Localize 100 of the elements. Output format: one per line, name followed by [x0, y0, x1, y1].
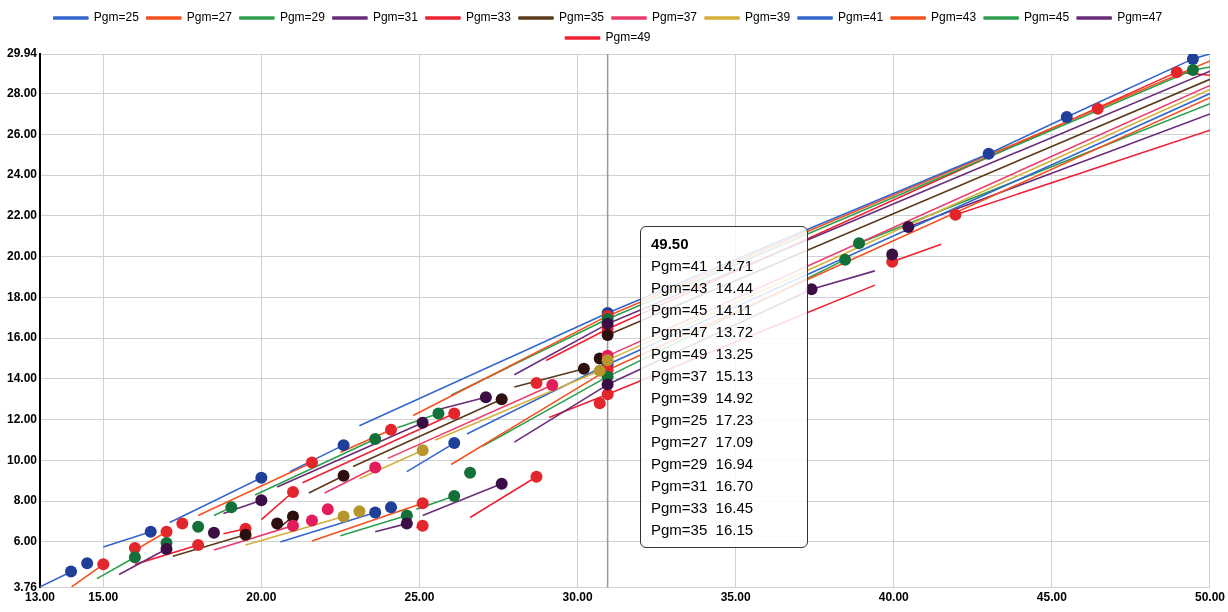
point	[949, 208, 962, 221]
point	[982, 147, 995, 160]
point	[448, 437, 461, 450]
x-tick-label: 40.00	[878, 590, 910, 605]
point	[416, 416, 429, 429]
y-tick-label: 12.00	[7, 411, 38, 426]
y-tick-label: 26.00	[7, 126, 38, 141]
point	[1186, 54, 1199, 65]
y-tick-label: 14.00	[7, 371, 38, 386]
legend-label: Pgm=31	[372, 10, 419, 25]
point	[369, 433, 382, 446]
point	[886, 248, 899, 261]
y-tick-label: 24.00	[7, 167, 38, 182]
point	[176, 517, 189, 530]
point	[530, 470, 543, 483]
point	[1170, 66, 1183, 79]
point	[839, 253, 852, 266]
y-tick-label: 8.00	[13, 493, 38, 508]
point	[369, 461, 382, 474]
point	[65, 565, 78, 578]
point	[902, 221, 915, 234]
point	[128, 551, 141, 564]
x-tick-label: 30.00	[562, 590, 593, 605]
point	[207, 526, 220, 539]
point	[546, 379, 559, 391]
point	[479, 391, 492, 404]
legend-label: Pgm=37	[652, 10, 698, 25]
point	[385, 501, 398, 514]
point	[593, 397, 606, 410]
point	[1186, 64, 1199, 77]
legend-label: Pgm=45	[1024, 10, 1070, 25]
legend-label: Pgm=47	[1117, 10, 1163, 25]
point	[321, 503, 334, 516]
point	[416, 519, 429, 532]
annotation: Pgm=47 13.72	[651, 322, 755, 342]
y-tick-label: 29.94	[7, 46, 38, 61]
point	[593, 364, 606, 377]
annotation: Pgm=45 14.11	[651, 300, 754, 320]
point	[337, 469, 350, 482]
point	[577, 362, 590, 375]
annotation: Pgm=29 16.94	[651, 454, 755, 474]
point	[160, 543, 173, 556]
point	[255, 494, 268, 507]
point	[286, 519, 299, 532]
annotation: 49.50	[651, 234, 690, 254]
legend-label: Pgm=35	[558, 10, 605, 25]
annotation: Pgm=49 13.25	[651, 344, 755, 364]
point	[448, 490, 461, 503]
point	[305, 456, 318, 469]
legend-label: Pgm=49	[605, 30, 651, 45]
point	[464, 466, 477, 479]
annotation: Pgm=43 14.44	[651, 278, 755, 298]
annotation: Pgm=37 15.13	[651, 366, 755, 386]
point	[305, 514, 318, 527]
point	[1091, 102, 1104, 115]
point	[530, 376, 543, 389]
point	[255, 471, 268, 484]
point	[432, 407, 445, 420]
x-tick-label: 15.00	[88, 590, 119, 605]
annotation: Pgm=35 16.15	[651, 520, 755, 540]
legend-label: Pgm=27	[186, 10, 233, 25]
point	[225, 501, 238, 514]
annotation: Pgm=41 14.71	[651, 256, 755, 276]
point	[337, 439, 350, 452]
point	[601, 378, 614, 391]
point	[286, 486, 299, 499]
y-tick-label: 6.00	[13, 534, 38, 549]
y-tick-label: 20.00	[7, 248, 38, 263]
point	[385, 423, 398, 436]
point	[81, 557, 94, 570]
point	[601, 329, 614, 342]
point	[601, 317, 614, 330]
annotation: Pgm=27 17.09	[651, 432, 755, 452]
annotation: Pgm=39 14.92	[651, 388, 755, 408]
point	[400, 517, 413, 530]
point	[495, 477, 508, 490]
point	[853, 237, 865, 250]
y-tick-label: 10.00	[7, 452, 38, 467]
x-tick-label: 25.00	[404, 590, 435, 605]
point	[192, 539, 205, 551]
annotation: Pgm=33 16.45	[651, 498, 755, 518]
y-tick-label: 18.00	[7, 289, 38, 304]
point	[353, 505, 366, 518]
point	[495, 393, 508, 406]
annotation: Pgm=25 17.23	[651, 410, 755, 430]
point	[192, 520, 205, 533]
y-tick-label: 22.00	[7, 208, 38, 223]
legend-label: Pgm=39	[745, 10, 791, 25]
point	[239, 528, 252, 541]
point	[271, 517, 284, 530]
point	[416, 444, 429, 457]
point	[448, 407, 461, 420]
x-tick-label: 20.00	[246, 590, 277, 605]
annotation: Pgm=31 16.70	[651, 476, 755, 496]
point	[97, 558, 110, 571]
x-tick-label: 35.00	[720, 590, 752, 605]
point	[416, 497, 429, 510]
legend-label: Pgm=29	[279, 10, 326, 25]
point	[337, 510, 350, 523]
legend-label: Pgm=25	[93, 10, 140, 25]
